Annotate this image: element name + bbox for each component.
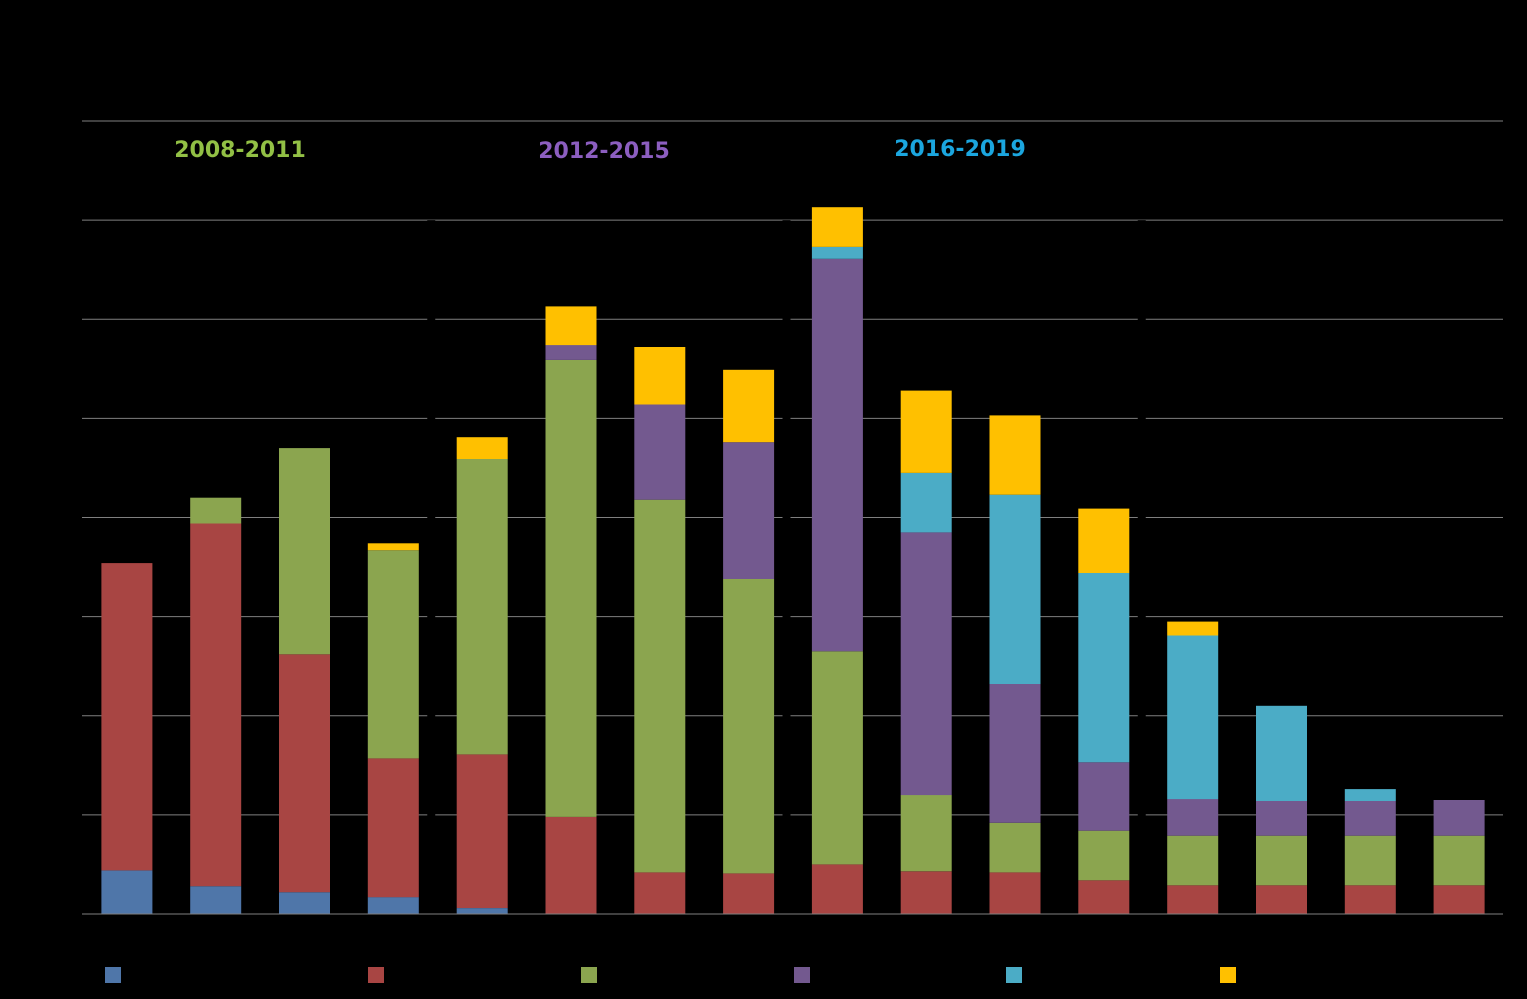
bar-segment-10-series-4: [900, 532, 952, 796]
bar-segment-9-series-2: [811, 864, 863, 914]
bar-segment-2-series-3: [190, 497, 242, 524]
bar-segment-13-series-3: [1167, 835, 1219, 886]
bar-segment-4-series-3: [367, 550, 419, 759]
legend-swatch-series-4: [794, 967, 810, 983]
bar-segment-6-series-4: [545, 345, 597, 360]
bar-segment-14-series-4: [1256, 801, 1307, 836]
bar-segment-7-series-6: [634, 347, 686, 405]
bar-segment-13-series-4: [1167, 799, 1219, 836]
bar-segment-9-series-6: [811, 207, 863, 247]
bar-segment-11-series-6: [989, 415, 1041, 495]
bar-segment-5-series-3: [456, 459, 508, 755]
legend: [105, 967, 1236, 983]
bar-segment-13-series-6: [1167, 621, 1219, 636]
bar-segment-16-series-2: [1433, 885, 1485, 914]
legend-swatch-series-5: [1006, 967, 1022, 983]
bar-segment-7-series-3: [634, 499, 686, 873]
bar-segment-10-series-3: [900, 795, 952, 872]
bar-segment-8-series-6: [723, 369, 775, 443]
bar-segment-3-series-1: [279, 892, 330, 914]
bar-segment-3-series-2: [279, 654, 330, 893]
bar-segment-8-series-4: [723, 442, 775, 579]
bar-segment-14-series-5: [1256, 705, 1307, 801]
bar-segment-9-series-3: [811, 651, 863, 865]
bar-segment-9-series-4: [811, 258, 863, 652]
period-label-2016-2019: 2016-2019: [894, 137, 1026, 162]
bar-segment-1-series-2: [101, 563, 153, 871]
legend-swatch-series-1: [105, 967, 121, 983]
bar-segment-10-series-6: [900, 390, 952, 473]
bar-segment-2-series-1: [190, 886, 242, 914]
bars: [101, 207, 1485, 914]
bar-segment-7-series-2: [634, 872, 686, 914]
bar-segment-4-series-2: [367, 758, 419, 898]
bar-segment-13-series-5: [1167, 635, 1219, 800]
bar-segment-15-series-2: [1344, 885, 1396, 914]
period-label-2008-2011: 2008-2011: [174, 138, 306, 163]
bar-segment-1-series-1: [101, 870, 153, 914]
bar-segment-6-series-3: [545, 359, 597, 817]
bar-segment-5-series-1: [456, 908, 508, 914]
bar-segment-15-series-4: [1344, 801, 1396, 836]
period-labels: 2008-2011 2012-2015 2016-2019: [174, 137, 1026, 164]
bar-segment-10-series-5: [900, 472, 952, 533]
period-label-2012-2015: 2012-2015: [538, 139, 670, 164]
bar-segment-4-series-1: [367, 897, 419, 914]
bar-segment-8-series-3: [723, 579, 775, 874]
bar-segment-15-series-5: [1344, 789, 1396, 801]
bar-segment-6-series-6: [545, 306, 597, 346]
legend-swatch-series-2: [368, 967, 384, 983]
legend-swatch-series-3: [581, 967, 597, 983]
bar-segment-5-series-6: [456, 437, 508, 459]
bar-segment-7-series-4: [634, 404, 686, 500]
bar-segment-3-series-3: [279, 448, 330, 655]
bar-segment-12-series-3: [1078, 830, 1130, 881]
bar-segment-12-series-4: [1078, 762, 1130, 831]
bar-segment-12-series-6: [1078, 508, 1130, 573]
bar-segment-13-series-2: [1167, 885, 1219, 914]
bar-segment-12-series-5: [1078, 573, 1130, 763]
bar-segment-5-series-2: [456, 754, 508, 908]
bar-segment-11-series-2: [989, 872, 1041, 914]
bar-segment-14-series-3: [1256, 835, 1307, 886]
bar-segment-2-series-2: [190, 523, 242, 887]
bar-segment-12-series-2: [1078, 880, 1130, 914]
legend-swatch-series-6: [1220, 967, 1236, 983]
bar-segment-11-series-5: [989, 494, 1041, 684]
bar-segment-10-series-2: [900, 871, 952, 914]
bar-segment-16-series-4: [1433, 800, 1485, 836]
bar-segment-11-series-4: [989, 684, 1041, 823]
bar-segment-15-series-3: [1344, 835, 1396, 886]
period-dividers: [427, 220, 1146, 914]
bar-segment-16-series-3: [1433, 835, 1485, 886]
bar-segment-11-series-3: [989, 822, 1041, 873]
bar-segment-6-series-2: [545, 816, 597, 914]
bar-segment-8-series-2: [723, 873, 775, 914]
bar-segment-14-series-2: [1256, 885, 1307, 914]
bar-segment-4-series-6: [367, 543, 419, 551]
bar-segment-9-series-5: [811, 246, 863, 259]
